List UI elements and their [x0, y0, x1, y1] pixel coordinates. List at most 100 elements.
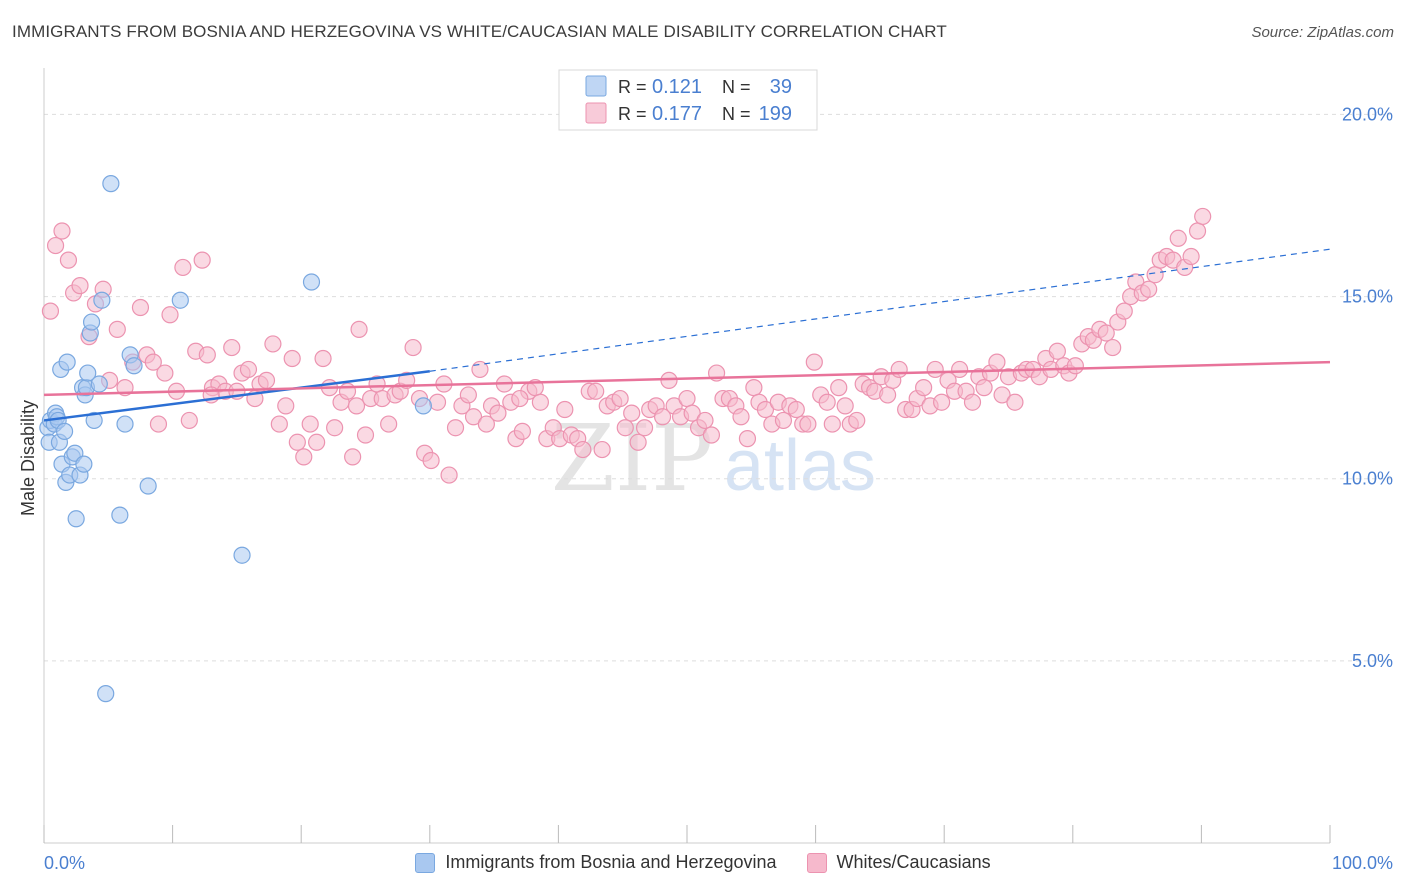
trendline-pink: [43, 360, 1331, 397]
chart-title: IMMIGRANTS FROM BOSNIA AND HERZEGOVINA V…: [12, 22, 947, 41]
point-pink: [756, 400, 775, 419]
point-pink: [745, 379, 763, 397]
point-pink: [513, 422, 531, 440]
point-pink: [239, 360, 258, 379]
point-pink: [338, 382, 357, 400]
point-pink: [993, 386, 1011, 404]
point-pink: [131, 298, 150, 317]
point-pink: [71, 277, 89, 295]
point-pink: [1066, 357, 1084, 375]
point-blue: [102, 175, 120, 193]
point-pink: [890, 360, 908, 379]
point-pink: [879, 386, 897, 404]
point-blue: [97, 685, 115, 703]
point-pink: [1097, 324, 1115, 342]
point-pink: [511, 389, 529, 408]
source-label: Source: ZipAtlas.com: [1251, 24, 1394, 41]
point-pink: [805, 353, 823, 371]
point-pink: [347, 397, 366, 415]
point-pink: [933, 393, 951, 411]
point-pink: [683, 404, 701, 422]
point-pink: [464, 408, 483, 426]
legend-label-bosnia: Immigrants from Bosnia and Herzegovina: [445, 852, 777, 872]
point-pink: [738, 430, 757, 448]
legend-r-value: 0.177: [652, 103, 702, 125]
point-blue: [90, 375, 108, 393]
point-pink: [380, 415, 398, 433]
point-pink: [1146, 266, 1164, 284]
point-blue: [58, 353, 76, 371]
point-blue: [55, 422, 74, 440]
legend-swatch-blue: [415, 852, 436, 873]
point-pink: [288, 433, 306, 451]
legend-item-bosnia: Immigrants from Bosnia and Herzegovina: [415, 852, 777, 873]
point-pink: [702, 426, 721, 444]
point-pink: [344, 448, 362, 466]
point-pink: [696, 411, 714, 430]
point-pink: [823, 415, 841, 433]
point-pink: [611, 389, 629, 408]
point-pink: [308, 433, 326, 451]
point-pink: [314, 349, 332, 368]
point-pink: [915, 379, 933, 397]
legend-label-whites: Whites/Caucasians: [836, 852, 991, 872]
point-pink: [629, 433, 647, 451]
point-pink: [404, 338, 422, 357]
x-tick-label-max: 100.0%: [1332, 853, 1393, 873]
point-pink: [988, 353, 1006, 371]
y-tick-label: 10.0%: [1342, 469, 1393, 489]
point-pink: [787, 400, 805, 419]
point-pink: [593, 440, 611, 459]
point-pink: [144, 353, 162, 371]
point-pink: [678, 389, 696, 408]
point-pink: [975, 379, 993, 397]
point-pink: [1115, 302, 1133, 320]
point-blue: [85, 411, 103, 430]
legend-n-value: 199: [759, 103, 792, 125]
point-pink: [616, 419, 634, 437]
legend-bottom: Immigrants from Bosnia and Herzegovina W…: [0, 852, 1406, 873]
point-pink: [963, 393, 982, 411]
point-pink: [326, 419, 344, 437]
point-pink: [301, 415, 319, 433]
point-pink: [108, 320, 126, 338]
point-pink: [277, 397, 295, 415]
legend-item-whites: Whites/Caucasians: [806, 852, 991, 873]
point-pink: [1169, 229, 1187, 247]
point-blue: [302, 273, 321, 291]
point-pink: [428, 393, 447, 411]
point-pink: [1194, 207, 1212, 226]
point-pink: [774, 411, 793, 430]
point-pink: [356, 426, 375, 444]
point-pink: [53, 222, 71, 240]
point-pink: [46, 236, 65, 255]
y-tick-label: 15.0%: [1342, 287, 1393, 307]
point-pink: [732, 408, 750, 426]
point-pink: [587, 382, 605, 400]
point-pink: [161, 306, 179, 324]
point-blue: [93, 291, 111, 309]
point-pink: [926, 360, 944, 379]
point-pink: [623, 404, 641, 422]
point-pink: [1048, 342, 1066, 360]
point-pink: [653, 408, 672, 426]
point-pink: [836, 397, 854, 415]
point-pink: [174, 258, 192, 277]
legend-r-label: R =: [618, 77, 647, 97]
point-blue: [116, 415, 134, 433]
legend-n-label: N =: [722, 104, 751, 124]
y-tick-label: 5.0%: [1352, 651, 1393, 671]
legend-r-value: 0.121: [652, 76, 702, 98]
point-pink: [156, 364, 174, 382]
point-pink: [1140, 280, 1158, 298]
point-pink: [59, 251, 78, 269]
legend-top-swatch-blue: [585, 75, 607, 97]
point-pink: [350, 320, 368, 338]
legend-n-value: 39: [770, 76, 792, 98]
point-pink: [270, 415, 288, 433]
point-blue: [233, 546, 251, 564]
point-pink: [459, 386, 477, 404]
point-pink: [477, 415, 495, 433]
point-blue: [79, 364, 97, 382]
point-pink: [635, 419, 654, 437]
